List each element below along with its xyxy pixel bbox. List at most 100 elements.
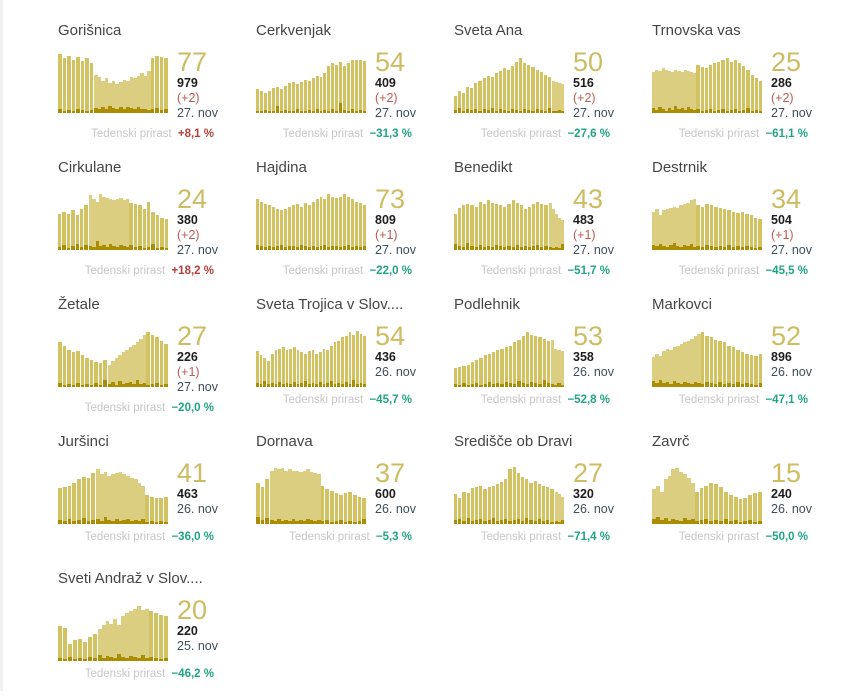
chart-bar[interactable] xyxy=(677,70,681,113)
chart-bar[interactable] xyxy=(474,486,479,524)
chart-bar[interactable] xyxy=(302,470,307,524)
chart-bar[interactable] xyxy=(107,364,112,387)
chart-bar[interactable] xyxy=(111,360,115,387)
chart-bar[interactable] xyxy=(280,468,285,524)
chart-bar[interactable] xyxy=(498,70,502,113)
chart-bar[interactable] xyxy=(58,488,62,524)
chart-bar[interactable] xyxy=(690,483,695,524)
chart-bar[interactable] xyxy=(679,471,683,524)
chart-bar[interactable] xyxy=(462,93,466,113)
chart-bar[interactable] xyxy=(103,359,107,387)
chart-bar[interactable] xyxy=(339,62,343,113)
chart-bar[interactable] xyxy=(723,491,728,524)
chart-bar[interactable] xyxy=(122,474,127,524)
chart-bar[interactable] xyxy=(85,358,89,387)
chart-bar[interactable] xyxy=(500,348,504,387)
chart-bar[interactable] xyxy=(544,205,548,250)
chart-bar[interactable] xyxy=(470,205,474,250)
chart-bar[interactable] xyxy=(658,356,663,387)
chart-bar[interactable] xyxy=(146,201,151,250)
chart-bar[interactable] xyxy=(754,78,758,113)
chart-bar[interactable] xyxy=(504,347,508,387)
chart-bar[interactable] xyxy=(490,77,494,113)
chart-bar[interactable] xyxy=(525,479,529,524)
chart-bar[interactable] xyxy=(714,206,718,250)
chart-bar[interactable] xyxy=(111,80,116,113)
chart-bar[interactable] xyxy=(543,74,547,113)
chart-bar[interactable] xyxy=(105,621,110,661)
chart-bar[interactable] xyxy=(733,60,738,113)
chart-bar[interactable] xyxy=(667,475,672,524)
chart-bar[interactable] xyxy=(679,205,683,250)
chart-bar[interactable] xyxy=(98,363,103,387)
chart-bar[interactable] xyxy=(71,60,76,113)
chart-bar[interactable] xyxy=(91,473,96,524)
chart-bar[interactable] xyxy=(686,478,691,524)
chart-bar[interactable] xyxy=(758,219,762,250)
chart-bar[interactable] xyxy=(71,210,75,250)
chart-bar[interactable] xyxy=(273,468,278,524)
chart-bar[interactable] xyxy=(750,74,754,113)
chart-bar[interactable] xyxy=(655,485,660,524)
chart-bar[interactable] xyxy=(159,57,164,113)
chart-bar[interactable] xyxy=(672,206,676,250)
chart-bar[interactable] xyxy=(58,342,62,387)
chart-bar[interactable] xyxy=(362,497,366,524)
chart-bar[interactable] xyxy=(479,358,483,387)
chart-bar[interactable] xyxy=(295,470,299,524)
chart-bar[interactable] xyxy=(115,84,119,113)
chart-bar[interactable] xyxy=(727,346,731,387)
chart-bar[interactable] xyxy=(306,469,310,524)
chart-bar[interactable] xyxy=(483,489,487,524)
chart-bar[interactable] xyxy=(705,204,709,250)
chart-bar[interactable] xyxy=(94,362,98,387)
chart-bar[interactable] xyxy=(652,72,656,113)
chart-bar[interactable] xyxy=(94,74,98,113)
chart-bar[interactable] xyxy=(753,493,757,524)
chart-bar[interactable] xyxy=(117,625,122,661)
chart-bar[interactable] xyxy=(758,353,763,387)
chart-bar[interactable] xyxy=(551,209,555,250)
chart-bar[interactable] xyxy=(466,204,470,250)
chart-bar[interactable] xyxy=(722,342,727,387)
chart-bar[interactable] xyxy=(454,214,458,250)
chart-bar[interactable] xyxy=(151,211,155,250)
chart-bar[interactable] xyxy=(107,475,112,524)
chart-bar[interactable] xyxy=(454,95,458,113)
chart-bar[interactable] xyxy=(289,348,293,387)
chart-bar[interactable] xyxy=(118,354,122,387)
chart-bar[interactable] xyxy=(97,628,102,661)
chart-bar[interactable] xyxy=(138,205,142,250)
chart-bar[interactable] xyxy=(311,349,315,387)
chart-bar[interactable] xyxy=(320,485,325,524)
chart-bar[interactable] xyxy=(560,351,564,387)
chart-bar[interactable] xyxy=(727,210,731,250)
chart-bar[interactable] xyxy=(470,362,475,387)
chart-bar[interactable] xyxy=(288,469,292,524)
chart-bar[interactable] xyxy=(486,75,490,113)
chart-bar[interactable] xyxy=(515,62,519,113)
chart-bar[interactable] xyxy=(92,633,97,661)
chart-bar[interactable] xyxy=(67,643,72,661)
chart-bar[interactable] xyxy=(307,80,311,113)
chart-bar[interactable] xyxy=(147,70,151,113)
chart-bar[interactable] xyxy=(304,353,307,387)
chart-bar[interactable] xyxy=(475,359,479,387)
chart-bar[interactable] xyxy=(87,637,92,661)
chart-bar[interactable] xyxy=(478,201,482,250)
chart-bar[interactable] xyxy=(719,486,723,524)
chart-bar[interactable] xyxy=(680,72,684,113)
chart-bar[interactable] xyxy=(554,491,558,524)
chart-bar[interactable] xyxy=(309,471,314,524)
chart-bar[interactable] xyxy=(150,58,155,113)
chart-bar[interactable] xyxy=(655,353,659,387)
chart-bar[interactable] xyxy=(700,206,705,250)
chart-bar[interactable] xyxy=(714,484,718,524)
chart-bar[interactable] xyxy=(133,608,138,661)
chart-bar[interactable] xyxy=(62,486,67,524)
chart-bar[interactable] xyxy=(508,469,512,524)
chart-bar[interactable] xyxy=(491,352,496,387)
chart-bar[interactable] xyxy=(740,352,745,387)
chart-bar[interactable] xyxy=(667,70,672,113)
chart-bar[interactable] xyxy=(655,209,659,250)
